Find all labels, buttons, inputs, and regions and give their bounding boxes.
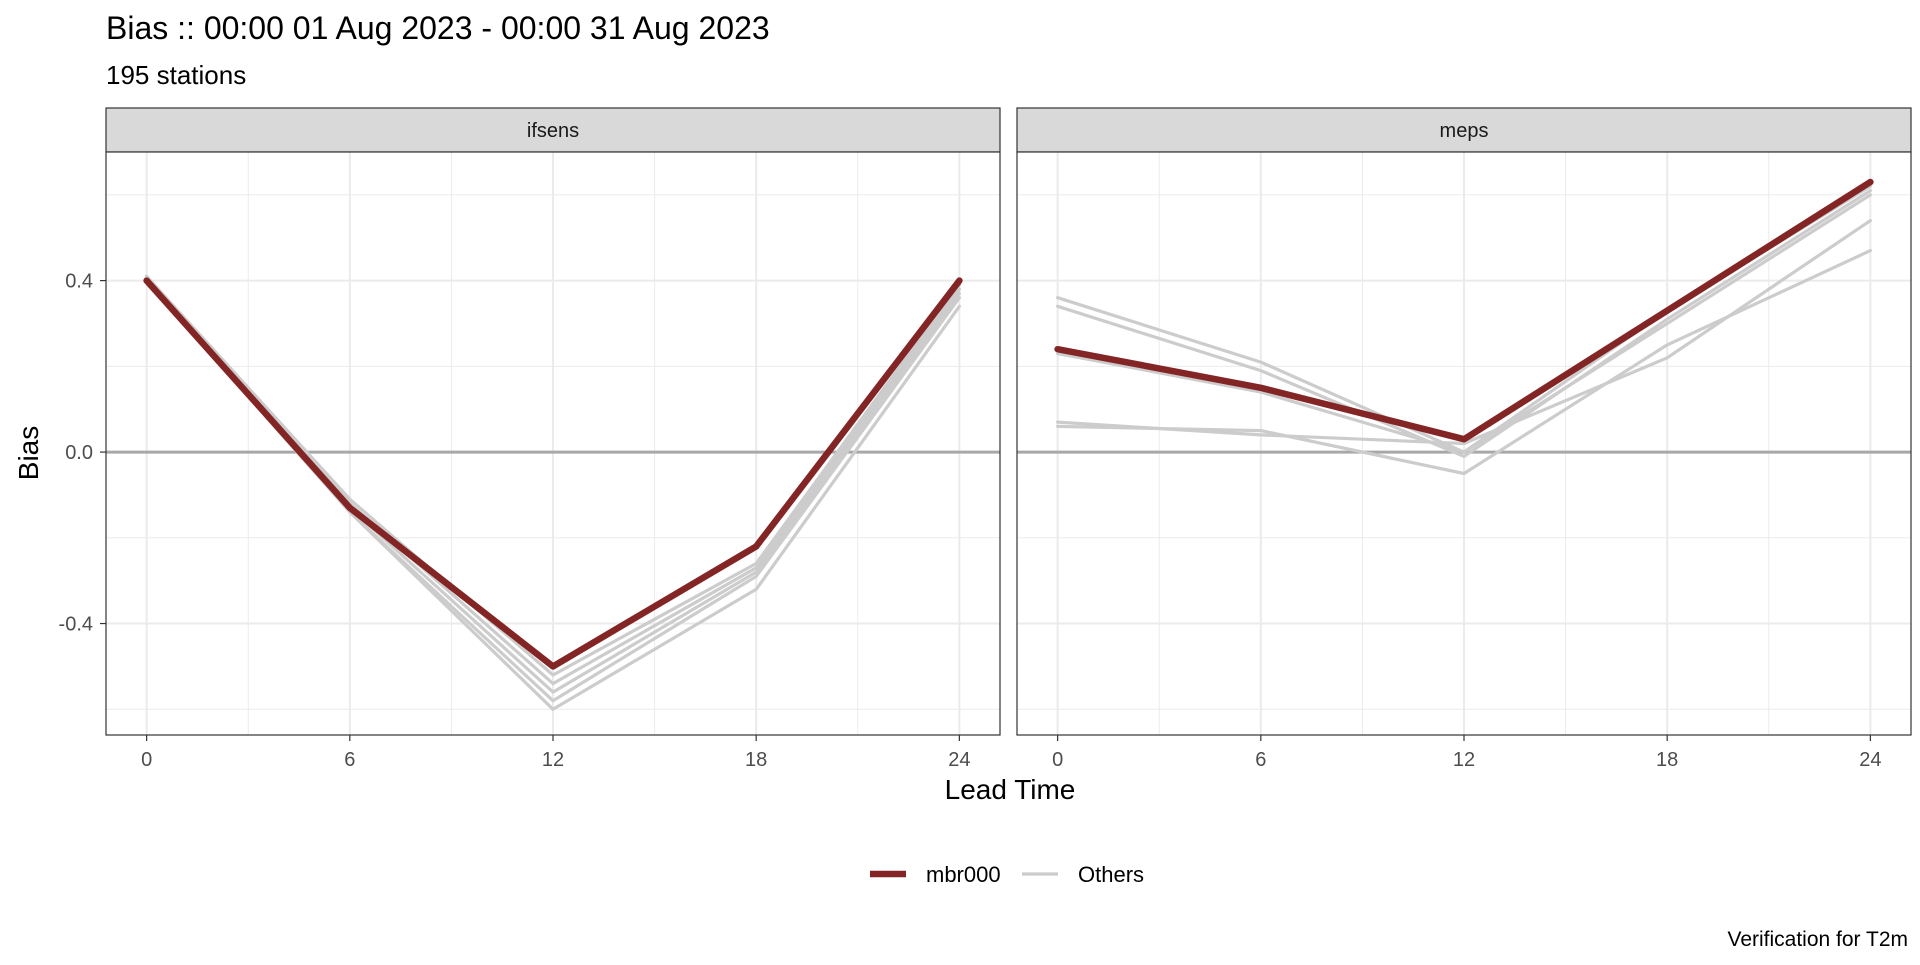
x-axis-title: Lead Time (945, 774, 1076, 805)
panel-ifsens: ifsens 0 6 12 18 24 (105, 107, 1001, 771)
series-line-others (145, 274, 962, 677)
chart-subtitle: 195 stations (106, 60, 246, 90)
legend: mbr000 Others (870, 862, 1144, 887)
legend-label-others: Others (1078, 862, 1144, 887)
panel-strip (105, 107, 1001, 153)
legend-label-mbr000: mbr000 (926, 862, 1001, 887)
panel-strip (1016, 107, 1912, 153)
chart-title: Bias :: 00:00 01 Aug 2023 - 00:00 31 Aug… (106, 10, 770, 46)
x-tick-label: 0 (141, 749, 152, 771)
x-tick-label: 18 (745, 749, 767, 771)
panel-meps: meps 0 6 12 18 24 (1016, 107, 1912, 771)
x-tick-label: 6 (344, 749, 355, 771)
x-tick-label: 6 (1255, 749, 1266, 771)
y-axis-title: Bias (13, 426, 44, 480)
x-tick-label: 18 (1656, 749, 1678, 771)
panels-layer: -0.4 0.0 0.4 ifsens 0 6 12 18 24 meps 0 6 12 18 24 (59, 107, 1912, 771)
x-tick-label: 24 (948, 749, 970, 771)
series-line-mbr000 (143, 277, 963, 670)
x-tick-label: 24 (1859, 749, 1881, 771)
y-tick-label: 0.4 (65, 271, 93, 293)
y-tick-label: 0.0 (65, 442, 93, 464)
panel-strip-label: meps (1440, 120, 1489, 142)
panel-strip-label: ifsens (527, 120, 579, 142)
series-line-others (1055, 249, 1873, 476)
y-tick-label: -0.4 (59, 614, 93, 636)
x-tick-label: 12 (542, 749, 564, 771)
series-line-mbr000 (1054, 178, 1874, 443)
series-line-others (1055, 189, 1873, 458)
x-tick-label: 12 (1453, 749, 1475, 771)
caption: Verification for T2m (1727, 928, 1908, 951)
x-tick-label: 0 (1052, 749, 1063, 771)
series-line-others (1055, 193, 1873, 454)
